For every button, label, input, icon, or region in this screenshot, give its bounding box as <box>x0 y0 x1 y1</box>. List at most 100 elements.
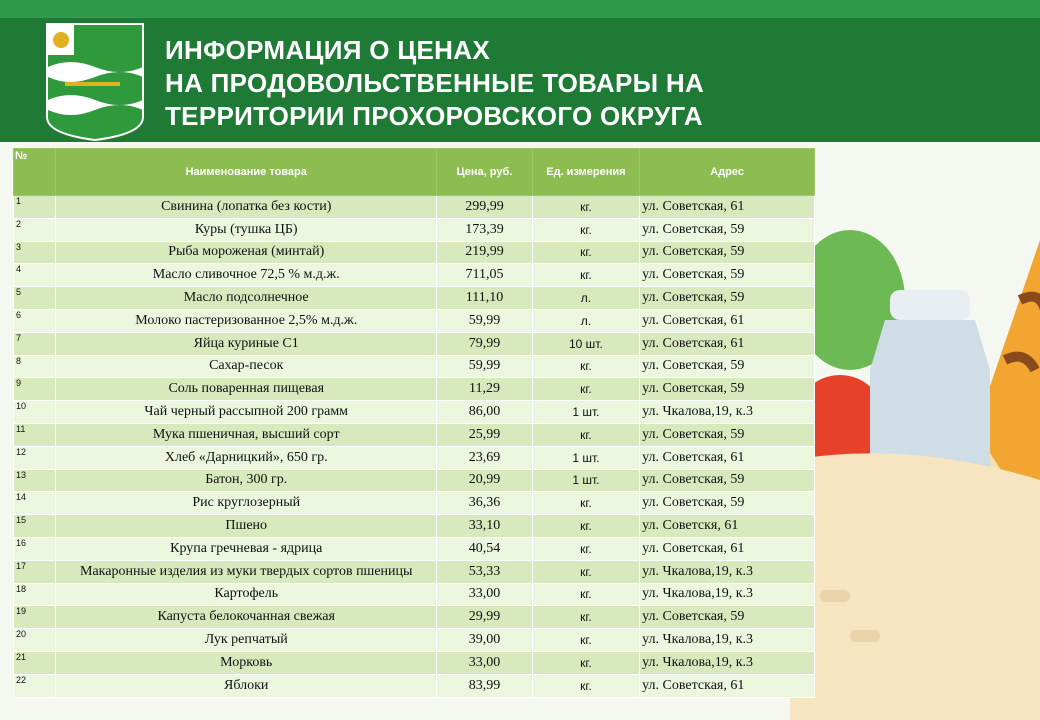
row-number: 17 <box>12 559 57 584</box>
table-row: 17 Макаронные изделия из муки твердых сор… <box>12 559 815 584</box>
row-number: 10 <box>12 400 57 424</box>
product-name: Картофель <box>55 582 438 607</box>
row-number: 1 <box>12 195 57 219</box>
table-row: 11 Мука пшеничная, высший сорт 25,99 кг. ул.… <box>12 422 815 447</box>
row-number: 11 <box>12 422 57 447</box>
product-name: Батон, 300 гр. <box>55 468 438 493</box>
product-name: Морковь <box>55 650 438 675</box>
address: ул. Советская, 61 <box>639 673 815 698</box>
unit: кг. <box>531 491 641 516</box>
table-row: 4 Масло сливочное 72,5 % м.д.ж. 711,05 кг. у… <box>12 263 815 288</box>
title-line: ТЕРРИТОРИИ ПРОХОРОВСКОГО ОКРУГА <box>165 101 703 131</box>
table-row: 1 Свинина (лопатка без кости) 299,99 кг. ул.… <box>12 195 815 219</box>
price: 25,99 <box>436 422 533 447</box>
coat-of-arms <box>46 23 144 142</box>
product-name: Масло подсолнечное <box>55 286 438 310</box>
table-row: 15 Пшено 33,10 кг. ул. Советскя, 61 <box>12 514 815 538</box>
address: ул. Советская, 59 <box>639 491 815 516</box>
row-number: 13 <box>12 468 57 493</box>
product-name: Пшено <box>55 514 438 538</box>
product-name: Макаронные изделия из муки твердых сорто… <box>55 559 438 584</box>
unit: кг. <box>531 514 641 538</box>
price: 83,99 <box>436 673 533 698</box>
address: ул. Советская, 61 <box>639 536 815 561</box>
unit: 1 шт. <box>531 445 641 470</box>
row-number: 6 <box>12 308 57 333</box>
row-number: 16 <box>12 536 57 561</box>
unit: кг. <box>531 377 641 402</box>
table-row: 3 Рыба мороженая (минтай) 219,99 кг. ул. Сов… <box>12 240 815 265</box>
address: ул. Советская, 59 <box>639 240 815 265</box>
address: ул. Чкалова,19, к.3 <box>639 400 815 424</box>
unit: кг. <box>531 559 641 584</box>
table-row: 10 Чай черный рассыпной 200 грамм 86,00 1 ш… <box>12 400 815 424</box>
product-name: Рыба мороженая (минтай) <box>55 240 438 265</box>
product-name: Яйца куриные С1 <box>55 331 438 356</box>
address: ул. Советская, 59 <box>639 286 815 310</box>
product-name: Яблоки <box>55 673 438 698</box>
product-name: Сахар-песок <box>55 354 438 379</box>
table-row: 6 Молоко пастеризованное 2,5% м.д.ж. 59,99… <box>12 308 815 333</box>
title: ИНФОРМАЦИЯ О ЦЕНАХ НА ПРОДОВОЛЬСТВЕННЫЕ Т… <box>165 34 704 133</box>
header <box>0 0 1040 142</box>
price: 173,39 <box>436 217 533 242</box>
price: 219,99 <box>436 240 533 265</box>
price: 33,10 <box>436 514 533 538</box>
price: 39,00 <box>436 628 533 652</box>
price: 299,99 <box>436 195 533 219</box>
unit: кг. <box>531 605 641 630</box>
address: ул. Чкалова,19, к.3 <box>639 582 815 607</box>
price: 33,00 <box>436 650 533 675</box>
product-name: Мука пшеничная, высший сорт <box>55 422 438 447</box>
table-row: 8 Сахар-песок 59,99 кг. ул. Советская, 59 <box>12 354 815 379</box>
unit: кг. <box>531 582 641 607</box>
table-row: 19 Капуста белокочанная свежая 29,99 кг. ул.… <box>12 605 815 630</box>
product-name: Крупа гречневая - ядрица <box>55 536 438 561</box>
address: ул. Советская, 59 <box>639 422 815 447</box>
unit: кг. <box>531 536 641 561</box>
product-name: Молоко пастеризованное 2,5% м.д.ж. <box>55 308 438 333</box>
price: 20,99 <box>436 468 533 493</box>
address: ул. Чкалова,19, к.3 <box>639 559 815 584</box>
table-row: 5 Масло подсолнечное 111,10 л. ул. Советская… <box>12 286 815 310</box>
table-row: 14 Рис круглозерный 36,36 кг. ул. Советская,… <box>12 491 815 516</box>
price: 36,36 <box>436 491 533 516</box>
price: 23,69 <box>436 445 533 470</box>
address: ул. Советская, 59 <box>639 263 815 288</box>
column-header: Наименование товара <box>55 148 438 196</box>
title-line: НА ПРОДОВОЛЬСТВЕННЫЕ ТОВАРЫ НА <box>165 68 705 98</box>
table-row: 13 Батон, 300 гр. 20,99 1 шт. ул. Советская,… <box>12 468 815 493</box>
unit: кг. <box>531 354 641 379</box>
price: 33,00 <box>436 582 533 607</box>
unit: л. <box>531 286 641 310</box>
column-header: Адрес <box>639 148 815 196</box>
price: 29,99 <box>436 605 533 630</box>
price: 111,10 <box>436 286 533 310</box>
address: ул. Советская, 61 <box>639 445 815 470</box>
row-number: 9 <box>12 377 57 402</box>
unit: 10 шт. <box>531 331 641 356</box>
table-row: 21 Морковь 33,00 кг. ул. Чкалова,19, к.3 <box>12 650 815 675</box>
row-number: 19 <box>12 605 57 630</box>
table-row: 2 Куры (тушка ЦБ) 173,39 кг. ул. Советская, … <box>12 217 815 242</box>
address: ул. Советская, 61 <box>639 195 815 219</box>
unit: л. <box>531 308 641 333</box>
product-name: Лук репчатый <box>55 628 438 652</box>
address: ул. Советская, 59 <box>639 468 815 493</box>
unit: кг. <box>531 673 641 698</box>
unit: кг. <box>531 195 641 219</box>
header-strip <box>0 0 1040 18</box>
row-number: 14 <box>12 491 57 516</box>
price: 11,29 <box>436 377 533 402</box>
unit: кг. <box>531 240 641 265</box>
row-number: 18 <box>12 582 57 607</box>
price: 53,33 <box>436 559 533 584</box>
price-table: № Наименование товара Цена, руб. Ед. измере… <box>12 148 815 698</box>
price: 86,00 <box>436 400 533 424</box>
row-number: 22 <box>12 673 57 698</box>
price: 40,54 <box>436 536 533 561</box>
title-line: ИНФОРМАЦИЯ О ЦЕНАХ <box>165 35 490 65</box>
address: ул. Чкалова,19, к.3 <box>639 628 815 652</box>
price: 711,05 <box>436 263 533 288</box>
